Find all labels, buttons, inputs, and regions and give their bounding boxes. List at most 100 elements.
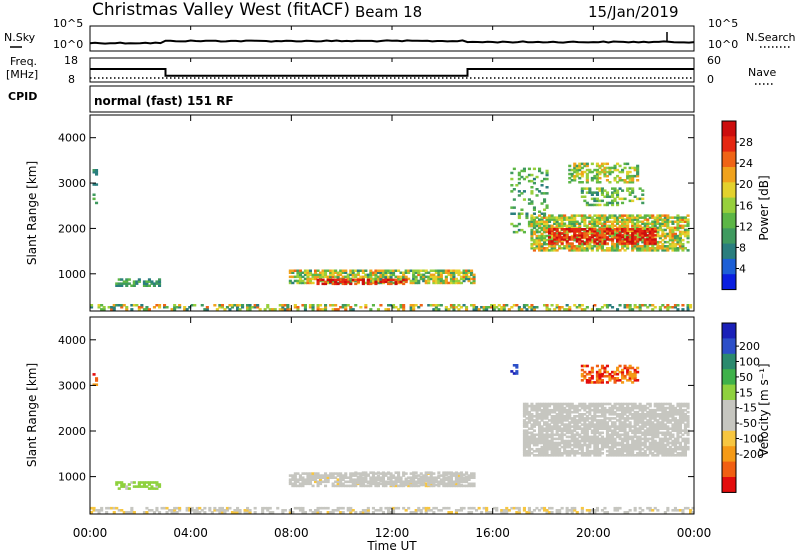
heatmap-cell (681, 447, 685, 451)
heatmap-cell (653, 413, 657, 416)
heatmap-cell (681, 216, 685, 219)
heatmap-cell (346, 476, 350, 479)
heatmap-cell (628, 377, 632, 380)
heatmap-cell (683, 247, 687, 250)
heatmap-cell (517, 509, 521, 512)
heatmap-cell (585, 364, 589, 368)
heatmap-cell (578, 304, 582, 307)
heatmap-cell (545, 441, 549, 445)
heatmap-cell (631, 439, 635, 443)
heatmap-cell (598, 370, 602, 374)
heatmap-cell (527, 427, 531, 430)
heatmap-cell (608, 429, 612, 432)
heatmap-cell (663, 402, 667, 406)
heatmap-cell (354, 269, 358, 272)
heatmap-cell (575, 433, 579, 437)
heatmap-cell (573, 218, 577, 221)
heatmap-cell (653, 447, 657, 451)
heatmap-cell (616, 181, 620, 184)
heatmap-cell (553, 449, 557, 453)
heatmap-cell (545, 410, 549, 414)
heatmap-cell (608, 427, 612, 430)
heatmap-cell (553, 445, 557, 449)
heatmap-cell (145, 280, 149, 283)
heatmap-cell (653, 431, 657, 435)
heatmap-cell (636, 240, 640, 243)
heatmap-cell (648, 415, 652, 418)
heatmap-cell (178, 506, 182, 510)
heatmap-cell (351, 482, 355, 486)
heatmap-cell (636, 421, 640, 424)
heatmap-cell (683, 402, 687, 406)
heatmap-cell (538, 427, 542, 430)
heatmap-cell (580, 195, 584, 198)
heatmap-cell (341, 511, 345, 514)
heatmap-cell (470, 474, 474, 477)
heatmap-cell (263, 308, 267, 311)
heatmap-cell (598, 423, 602, 426)
heatmap-cell (502, 511, 506, 514)
heatmap-cell (643, 222, 647, 225)
heatmap-cell (666, 304, 670, 307)
heatmap-cell (633, 454, 637, 457)
heatmap-cell (661, 421, 665, 424)
heatmap-cell (341, 478, 345, 481)
heatmap-cell (560, 410, 564, 414)
heatmap-cell (611, 443, 615, 447)
heatmap-cell (648, 230, 652, 233)
heatmap-cell (158, 278, 162, 281)
heatmap-cell (656, 423, 660, 426)
heatmap-cell (147, 278, 151, 281)
colorbar-segment (722, 415, 736, 432)
heatmap-cell (422, 474, 426, 477)
heatmap-cell (676, 427, 680, 430)
freq-tick-bottom: 8 (68, 73, 75, 86)
heatmap-cell (651, 236, 655, 239)
heatmap-cell (354, 482, 358, 486)
heatmap-cell (550, 435, 554, 439)
heatmap-cell (538, 402, 542, 406)
heatmap-cell (565, 234, 569, 237)
heatmap-cell (595, 431, 599, 435)
heatmap-cell (595, 381, 599, 384)
heatmap-cell (565, 240, 569, 243)
heatmap-cell (324, 282, 328, 286)
heatmap-cell (538, 249, 542, 252)
heatmap-cell (331, 273, 335, 277)
heatmap-cell (678, 218, 682, 221)
heatmap-cell (638, 443, 642, 447)
heatmap-cell (608, 413, 612, 416)
heatmap-cell (381, 477, 385, 481)
heatmap-cell (92, 171, 96, 174)
heatmap-cell (636, 452, 640, 455)
heatmap-cell (381, 275, 385, 279)
heatmap-cell (648, 410, 652, 414)
heatmap-cell (243, 511, 247, 514)
heatmap-cell (598, 220, 602, 223)
heatmap-cell (633, 419, 637, 422)
heatmap-cell (321, 278, 325, 282)
heatmap-cell (626, 370, 630, 374)
heatmap-cell (407, 482, 411, 486)
heatmap-cell (308, 269, 312, 272)
heatmap-cell (573, 164, 577, 168)
heatmap-cell (120, 509, 124, 512)
heatmap-cell (673, 447, 677, 451)
heatmap-cell (593, 509, 597, 512)
heatmap-cell (623, 431, 627, 435)
heatmap-cell (470, 304, 474, 307)
heatmap-cell (613, 247, 617, 250)
heatmap-cell (678, 413, 682, 416)
colorbar-segment (722, 338, 736, 355)
heatmap-cell (470, 269, 474, 272)
heatmap-cell (605, 435, 609, 439)
heatmap-cell (583, 222, 587, 225)
heatmap-cell (628, 191, 632, 194)
heatmap-cell (595, 162, 599, 166)
heatmap-cell (600, 168, 604, 172)
heatmap-cell (147, 481, 151, 484)
heatmap-cell (359, 511, 363, 514)
colorbar-segment (722, 477, 736, 493)
heatmap-cell (568, 410, 572, 414)
heatmap-cell (603, 222, 607, 225)
